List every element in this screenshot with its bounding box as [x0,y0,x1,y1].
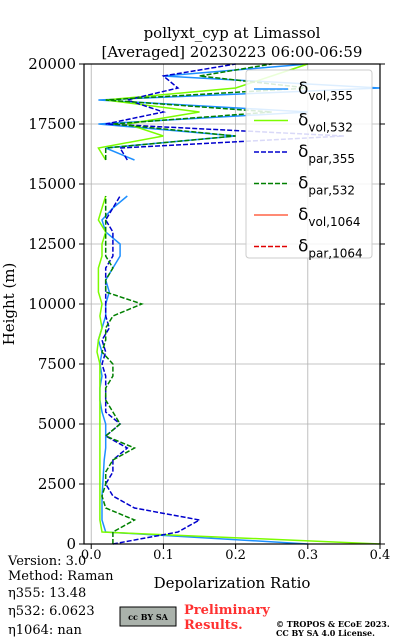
legend-label: δvol,355 [298,79,353,103]
y-tick-label: 20000 [28,55,76,73]
x-axis-label: Depolarization Ratio [154,574,311,592]
y-tick-label: 5000 [38,415,76,433]
x-tick-label: 0.3 [297,548,318,563]
footer-info: η355: 13.48 [8,586,86,601]
y-tick-label: 7500 [38,355,76,373]
profile-line [101,63,344,545]
x-tick-label: 0.4 [370,548,391,563]
y-tick-label: 15000 [28,175,76,193]
footer-info: η532: 6.0623 [8,604,95,619]
y-tick-label: 2500 [38,475,76,493]
y-tick-label: 12500 [28,235,76,253]
license-badge [119,606,177,627]
y-axis-label: Height (m) [0,263,18,346]
chart-title: pollyxt_cyp at Limassol [144,24,321,42]
chart-subtitle: [Averaged] 20230223 06:00-06:59 [102,43,363,61]
x-tick-label: 0.2 [225,548,246,563]
legend-label: δvol,532 [298,111,353,135]
legend-label: δpar,532 [298,174,355,198]
legend-box [245,69,373,259]
x-tick-label: 0.1 [153,548,174,563]
legend-label: δpar,355 [298,142,355,166]
preliminary-note: Preliminary [184,603,270,618]
legend-label: δpar,1064 [298,237,363,261]
license-icon: cc BY SA [128,612,168,622]
x-tick-label: 0.0 [81,548,102,563]
plot-frame [83,63,381,545]
preliminary-note: Results. [184,618,243,633]
y-tick-label: 0 [66,535,76,553]
footer-info: Method: Raman [8,569,114,584]
y-tick-label: 17500 [28,115,76,133]
y-tick-label: 10000 [28,295,76,313]
footer-info: Version: 3.0 [7,554,86,569]
legend-label: δvol,1064 [298,205,361,229]
footer-info: η1064: nan [8,623,83,638]
copyright: © TROPOS & ECoE 2023. [276,619,390,629]
copyright: CC BY SA 4.0 License. [276,628,375,638]
